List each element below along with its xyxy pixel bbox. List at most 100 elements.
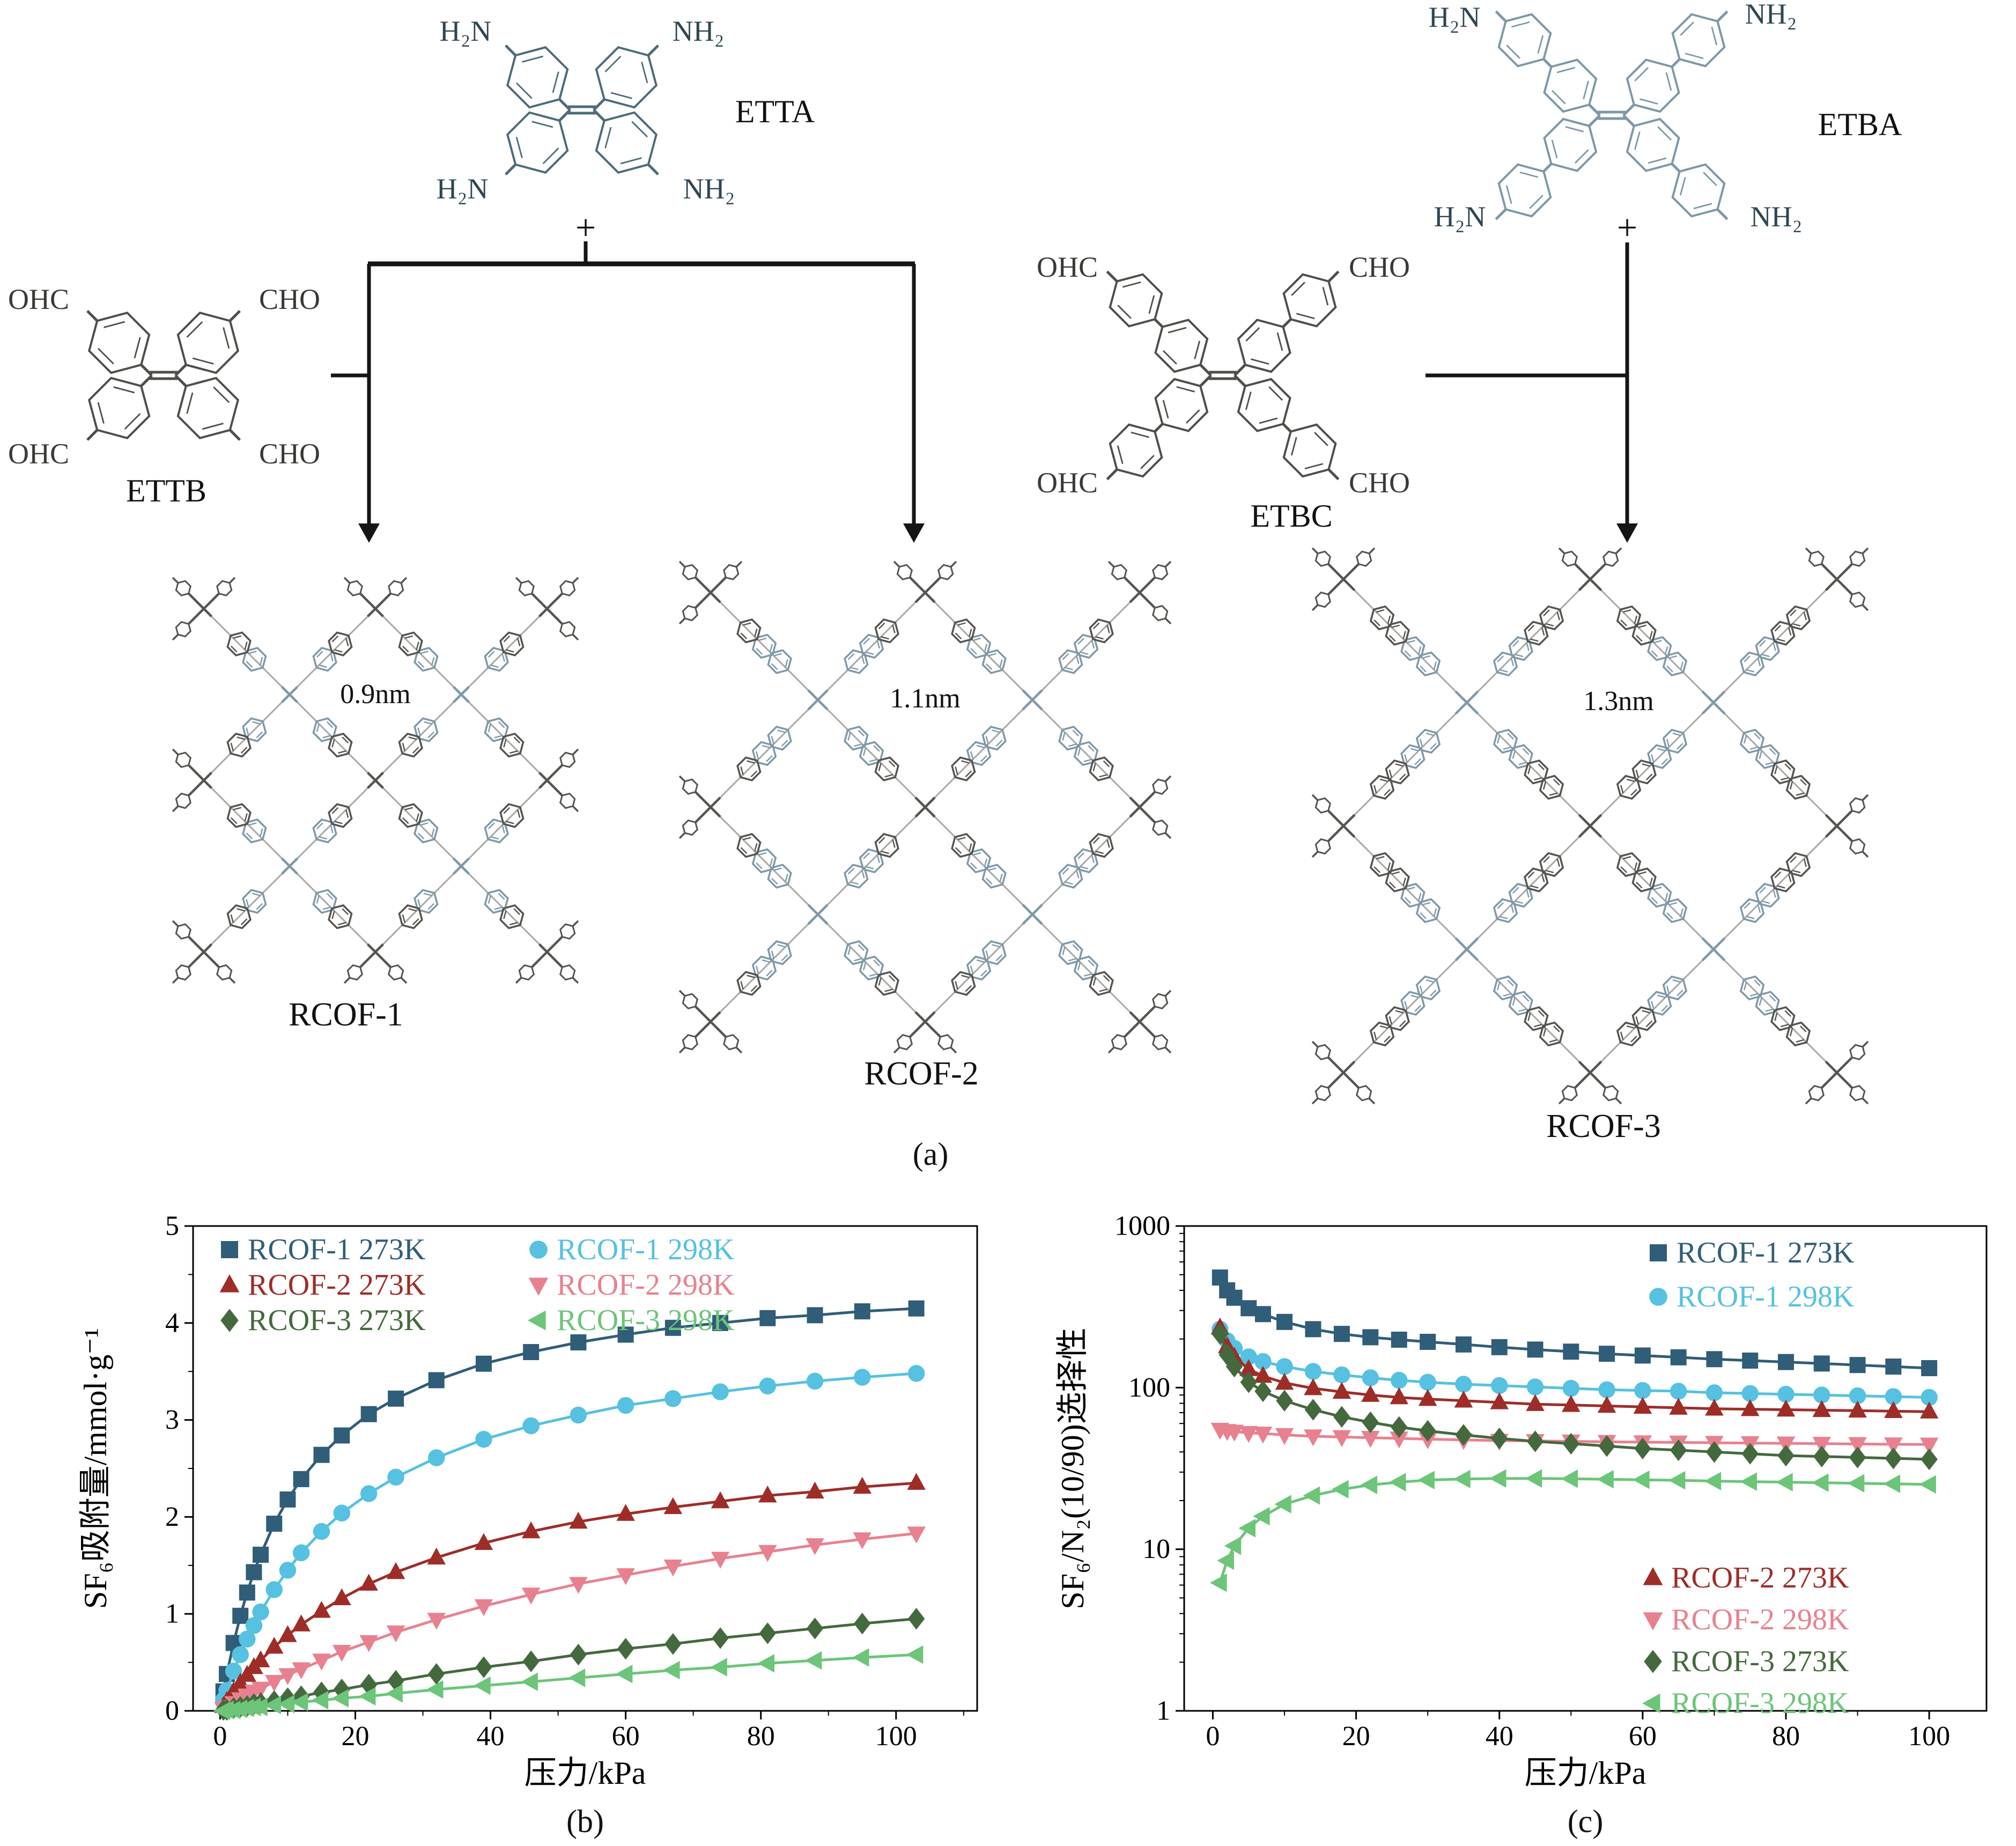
- arrowhead: [903, 523, 925, 543]
- molecule-name-etba: ETBA: [1818, 107, 1902, 142]
- etta-group-label: H₂N: [436, 173, 489, 205]
- cof-network: [678, 560, 1172, 1054]
- y-tick-label: 3: [165, 1405, 179, 1435]
- arrowhead: [1616, 523, 1638, 543]
- legend-label: RCOF-3 298K: [1671, 1687, 1849, 1720]
- caption-b: (b): [566, 1804, 604, 1839]
- legend-label: RCOF-1 273K: [248, 1233, 425, 1266]
- plus-sign: +: [1616, 207, 1638, 248]
- etbc-group-label: CHO: [1348, 251, 1411, 283]
- caption-c: (c): [1567, 1804, 1604, 1839]
- legend-label: RCOF-1 298K: [557, 1233, 734, 1266]
- y-tick-label: 5: [165, 1211, 179, 1242]
- legend-label: RCOF-2 298K: [1671, 1603, 1849, 1636]
- legend-item: RCOF-1 273K: [1650, 1236, 1854, 1269]
- network-name-rcof2: RCOF-2: [864, 1055, 979, 1092]
- y-axis-label: SF₆/N₂(10/90)选择性: [1055, 1327, 1090, 1609]
- cof-network: [172, 577, 579, 984]
- legend-label: RCOF-3 273K: [1671, 1645, 1849, 1678]
- legend-label: RCOF-2 273K: [248, 1268, 425, 1302]
- legend-label: RCOF-3 273K: [248, 1304, 425, 1337]
- series-RCOF-3-298K: [1210, 1469, 1936, 1592]
- network-name-rcof3: RCOF-3: [1546, 1108, 1661, 1144]
- x-tick-label: 60: [612, 1721, 640, 1752]
- legend-item: RCOF-2 298K: [1643, 1603, 1849, 1636]
- chart-sf6-selectivity: 0 20 40 60 80 100 1 10 100 1000 压力/kPa SF₆/N₂(10/90…: [1055, 1211, 1988, 1791]
- x-tick-label: 100: [875, 1721, 917, 1752]
- etbc-group-label: OHC: [1036, 251, 1098, 283]
- series-RCOF-2-273K: [214, 1473, 926, 1713]
- network-name-rcof1: RCOF-1: [289, 996, 403, 1033]
- etba-group-label: NH₂: [1745, 0, 1797, 30]
- x-tick-label: 100: [1908, 1721, 1950, 1752]
- molecule: [1106, 270, 1340, 481]
- legend-item: RCOF-1 273K: [221, 1233, 425, 1266]
- molecule: [505, 45, 659, 175]
- etba-group-label: H₂N: [1434, 201, 1486, 233]
- x-tick-label: 60: [1629, 1721, 1657, 1752]
- x-axis-label: 压力/kPa: [525, 1755, 646, 1791]
- legend-label: RCOF-1 298K: [1677, 1280, 1854, 1313]
- axes: 0 20 40 60 80 100 0 1 2 3 4 5: [165, 1211, 978, 1752]
- molecule-name-etta: ETTA: [735, 94, 815, 129]
- y-tick-label: 2: [165, 1502, 179, 1532]
- legend-item: RCOF-2 273K: [1643, 1561, 1849, 1594]
- molecule: [1495, 10, 1729, 220]
- legend-item: RCOF-2 298K: [528, 1268, 734, 1302]
- x-tick-label: 80: [747, 1721, 775, 1752]
- series-RCOF-1-273K: [1212, 1269, 1938, 1377]
- legend-item: RCOF-3 298K: [528, 1304, 734, 1337]
- etta-group-label: NH₂: [672, 15, 725, 47]
- ettb-group-label: CHO: [259, 283, 321, 315]
- legend-label: RCOF-2 298K: [557, 1268, 734, 1302]
- x-axis-label: 压力/kPa: [1525, 1755, 1646, 1791]
- x-tick-label: 20: [1342, 1721, 1370, 1752]
- caption-a: (a): [912, 1136, 949, 1172]
- axes: 0 20 40 60 80 100 1 10 100 1000: [1114, 1211, 1988, 1752]
- x-tick-label: 80: [1772, 1721, 1800, 1752]
- pore-size-label: 1.1nm: [890, 683, 961, 714]
- etbc-group-label: OHC: [1036, 467, 1098, 499]
- series-RCOF-1-273K: [215, 1300, 925, 1700]
- x-tick-label: 0: [1206, 1721, 1220, 1752]
- etta-group-label: NH₂: [683, 173, 735, 205]
- series-RCOF-3-273K: [1212, 1323, 1938, 1471]
- legend-item: RCOF-3 298K: [1642, 1687, 1849, 1720]
- legend-item: RCOF-1 298K: [1649, 1280, 1854, 1313]
- x-tick-label: 0: [213, 1721, 227, 1752]
- arrowhead: [358, 523, 380, 543]
- legend-label: RCOF-1 273K: [1677, 1236, 1854, 1269]
- legend-label: RCOF-2 273K: [1671, 1561, 1849, 1594]
- legend-item: RCOF-1 298K: [529, 1233, 734, 1266]
- legend-item: RCOF-2 273K: [219, 1268, 425, 1302]
- y-tick-label: 4: [165, 1308, 179, 1338]
- legend-item: RCOF-3 273K: [220, 1304, 425, 1337]
- etba-group-label: H₂N: [1428, 1, 1481, 33]
- chart-sf6-uptake: 0 20 40 60 80 100 0 1 2 3 4 5 压力/kPa SF₆吸附量/mmol·g⁻¹ R…: [78, 1211, 978, 1791]
- y-tick-label: 1000: [1114, 1211, 1170, 1242]
- y-tick-label: 0: [165, 1696, 179, 1726]
- y-axis-label: SF₆吸附量/mmol·g⁻¹: [78, 1328, 113, 1609]
- pore-size-label: 1.3nm: [1583, 686, 1654, 717]
- series-RCOF-1-298K: [1212, 1320, 1938, 1406]
- etbc-group-label: CHO: [1348, 467, 1411, 499]
- molecule-name-ettb: ETTB: [126, 473, 206, 508]
- y-tick-label: 1: [1156, 1696, 1170, 1726]
- reaction-scheme: [86, 10, 1869, 1105]
- cof-network: [1311, 547, 1869, 1105]
- etta-group-label: H₂N: [439, 15, 492, 47]
- x-tick-label: 40: [477, 1721, 505, 1752]
- legend-label: RCOF-3 298K: [557, 1304, 734, 1337]
- etba-group-label: NH₂: [1750, 201, 1803, 233]
- molecule: [86, 310, 241, 441]
- y-tick-label: 100: [1128, 1372, 1170, 1403]
- ettb-group-label: CHO: [259, 438, 321, 470]
- series-RCOF-3-298K: [213, 1645, 924, 1721]
- plus-sign: +: [575, 207, 596, 248]
- pore-size-label: 0.9nm: [340, 679, 411, 710]
- ettb-group-label: OHC: [8, 438, 70, 470]
- ettb-group-label: OHC: [8, 283, 70, 315]
- legend-item: RCOF-3 273K: [1644, 1645, 1849, 1678]
- y-tick-label: 10: [1142, 1534, 1170, 1564]
